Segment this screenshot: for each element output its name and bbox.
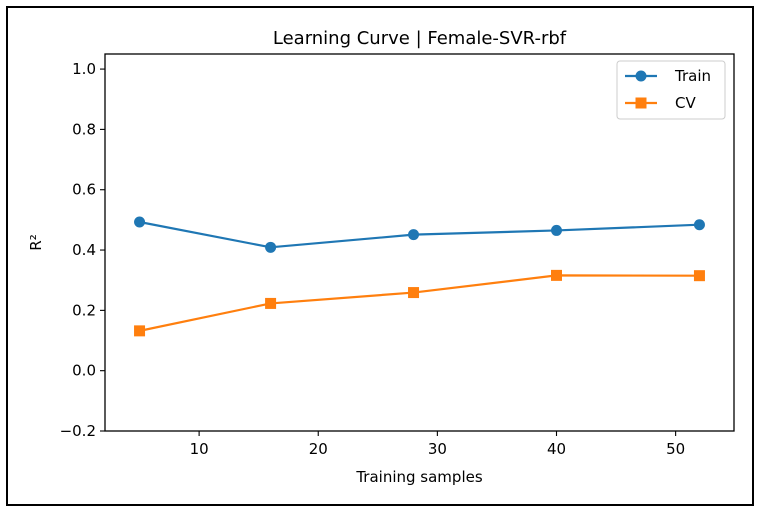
x-tick-label: 40 <box>547 440 566 458</box>
data-point-cv <box>550 269 562 281</box>
legend-item-cv: CV <box>625 94 696 112</box>
y-axis: −0.2 0.0 0.2 0.4 0.6 0.8 1.0 <box>60 60 105 440</box>
y-tick-label: 1.0 <box>72 60 96 78</box>
data-point-train <box>265 241 277 253</box>
data-point-train <box>550 224 562 236</box>
chart-title: Learning Curve | Female-SVR-rbf <box>273 28 567 49</box>
legend: Train CV <box>616 60 726 120</box>
x-axis: 10 20 30 40 50 <box>190 431 685 458</box>
data-point-train <box>134 216 146 228</box>
y-tick-label: 0.4 <box>72 241 96 259</box>
x-tick-label: 20 <box>309 440 328 458</box>
legend-label: Train <box>674 67 711 85</box>
legend-marker <box>635 97 647 109</box>
data-point-train <box>408 229 420 241</box>
data-point-cv <box>693 270 705 282</box>
data-point-train <box>693 219 705 231</box>
legend-item-train: Train <box>625 67 711 85</box>
legend-label: CV <box>675 94 696 112</box>
series-cv <box>134 269 705 337</box>
data-point-cv <box>408 287 420 299</box>
y-tick-label: 0.6 <box>72 181 96 199</box>
series-layer <box>134 216 705 337</box>
y-tick-label: 0.0 <box>72 362 96 380</box>
y-axis-label: R² <box>27 234 45 250</box>
series-train <box>134 216 705 253</box>
data-point-cv <box>265 297 277 309</box>
legend-marker <box>635 70 647 82</box>
y-tick-label: 0.2 <box>72 301 96 319</box>
x-axis-label: Training samples <box>355 468 482 486</box>
y-tick-label: −0.2 <box>60 422 96 440</box>
x-tick-label: 10 <box>190 440 209 458</box>
x-tick-label: 30 <box>428 440 447 458</box>
x-tick-label: 50 <box>666 440 685 458</box>
y-tick-label: 0.8 <box>72 120 96 138</box>
data-point-cv <box>134 325 146 337</box>
